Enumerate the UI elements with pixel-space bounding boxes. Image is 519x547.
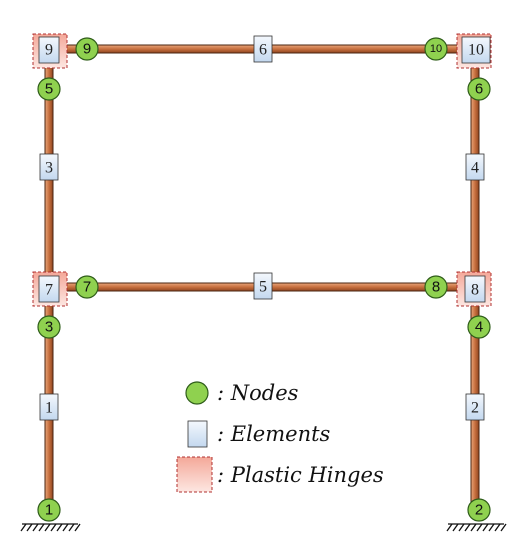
element-10: 10 xyxy=(461,36,491,64)
legend-nodes-label: : Nodes xyxy=(217,381,299,405)
svg-text:4: 4 xyxy=(475,319,483,336)
svg-text:1: 1 xyxy=(45,400,53,417)
node-2: 2 xyxy=(467,498,491,522)
svg-text:6: 6 xyxy=(475,81,483,98)
svg-text:6: 6 xyxy=(259,42,267,59)
legend-node-symbol xyxy=(185,381,209,405)
svg-text:5: 5 xyxy=(259,279,267,296)
element-2: 2 xyxy=(465,393,485,421)
svg-text:9: 9 xyxy=(83,41,91,58)
svg-text:10: 10 xyxy=(430,43,442,55)
node-5: 5 xyxy=(37,77,61,101)
svg-text:3: 3 xyxy=(45,319,53,336)
element-4: 4 xyxy=(465,153,485,181)
node-4: 4 xyxy=(467,315,491,339)
svg-text:8: 8 xyxy=(432,279,440,296)
node-10: 10 xyxy=(424,37,448,61)
svg-text:1: 1 xyxy=(45,502,53,519)
node-8: 8 xyxy=(424,275,448,299)
element-3: 3 xyxy=(39,153,59,181)
svg-text:5: 5 xyxy=(45,81,53,98)
fixed-support-left xyxy=(20,523,81,532)
svg-text:9: 9 xyxy=(45,42,53,59)
legend-hinge-symbol xyxy=(176,456,213,493)
legend-elements-label: : Elements xyxy=(217,422,331,446)
svg-text:8: 8 xyxy=(471,282,479,299)
element-5: 5 xyxy=(253,272,273,300)
svg-text:7: 7 xyxy=(83,279,91,296)
fixed-support-right xyxy=(446,523,507,532)
element-7: 7 xyxy=(38,275,60,303)
legend-element-symbol xyxy=(187,420,208,448)
element-6: 6 xyxy=(253,35,273,63)
legend: : Nodes : Elements : Plastic Hinges xyxy=(176,381,384,493)
node-7: 7 xyxy=(75,275,99,299)
element-8: 8 xyxy=(464,275,486,303)
svg-text:2: 2 xyxy=(471,400,479,417)
node-9: 9 xyxy=(75,37,99,61)
legend-hinges-label: : Plastic Hinges xyxy=(217,463,384,487)
svg-text:10: 10 xyxy=(468,42,484,59)
element-9: 9 xyxy=(38,36,60,64)
svg-text:3: 3 xyxy=(45,160,53,177)
svg-text:7: 7 xyxy=(45,282,53,299)
svg-text:4: 4 xyxy=(471,160,479,177)
svg-text:2: 2 xyxy=(475,502,483,519)
node-1: 1 xyxy=(37,498,61,522)
element-1: 1 xyxy=(39,393,59,421)
node-6: 6 xyxy=(467,77,491,101)
node-3: 3 xyxy=(37,315,61,339)
